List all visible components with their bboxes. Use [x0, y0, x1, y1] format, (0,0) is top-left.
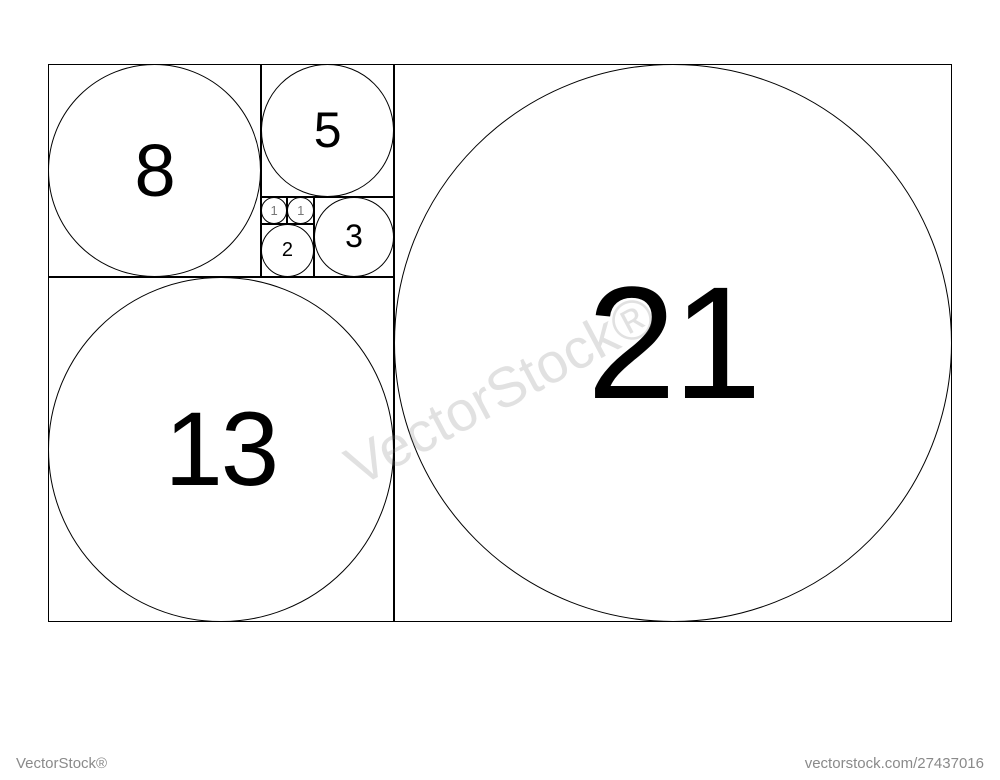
fib-label-13-1: 13: [48, 277, 394, 623]
footer-bar: VectorStock® vectorstock.com/27437016: [0, 755, 1000, 772]
fib-label-8-2: 8: [48, 64, 261, 277]
fib-label-21-0: 21: [394, 64, 952, 622]
fib-label-1-7: 1: [287, 197, 314, 224]
fib-label-1-6: 1: [261, 197, 288, 224]
fibonacci-diagram: 2113853211: [48, 64, 952, 622]
fib-label-3-4: 3: [314, 197, 394, 277]
fib-label-5-3: 5: [261, 64, 394, 197]
footer-brand: VectorStock®: [16, 755, 107, 772]
fib-label-2-5: 2: [261, 224, 314, 277]
footer-id: vectorstock.com/27437016: [805, 755, 984, 772]
